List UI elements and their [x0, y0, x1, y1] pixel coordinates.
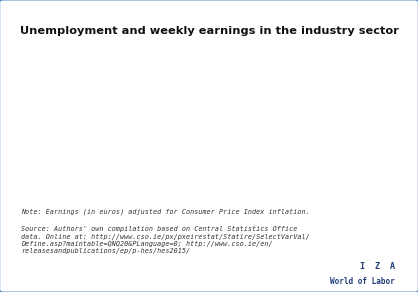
Text: I  Z  A: I Z A [360, 262, 395, 271]
Text: Note: Earnings (in euros) adjusted for Consumer Price Index inflation.: Note: Earnings (in euros) adjusted for C… [21, 209, 310, 215]
Text: Source: Authors' own compilation based on Central Statistics Office
data. Online: Source: Authors' own compilation based o… [21, 226, 310, 254]
Legend: Unemployment rate (left scale), %, Average real weekly earnings (2015 prices; ri: Unemployment rate (left scale), %, Avera… [46, 177, 267, 198]
Text: World of Labor: World of Labor [330, 277, 395, 286]
Text: Unemployment and weekly earnings in the industry sector: Unemployment and weekly earnings in the … [20, 27, 398, 36]
